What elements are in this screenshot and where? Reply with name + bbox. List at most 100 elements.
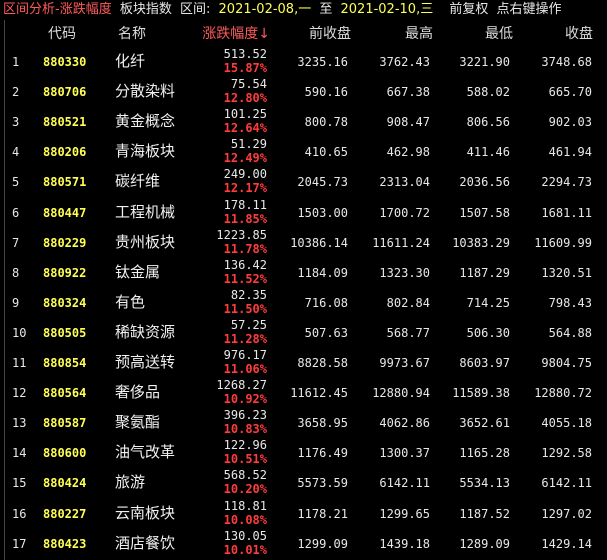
name: 化纤 <box>115 52 146 71</box>
high: 1300.37 <box>379 446 430 461</box>
code[interactable]: 880706 <box>43 85 87 100</box>
row-index: 1 <box>12 55 20 70</box>
left-border <box>4 20 5 560</box>
column-header[interactable]: 名称 <box>118 26 146 42</box>
row-index: 17 <box>12 536 27 551</box>
high: 568.77 <box>386 325 430 340</box>
change: 396.23 <box>223 408 267 423</box>
change: 57.25 <box>230 317 267 332</box>
row-index: 14 <box>12 446 27 461</box>
prev-close: 2045.73 <box>297 175 348 190</box>
code[interactable]: 880423 <box>43 536 87 551</box>
row-index: 9 <box>12 295 20 310</box>
low: 10383.29 <box>452 235 510 250</box>
low: 1187.29 <box>459 265 510 280</box>
close: 564.88 <box>548 325 592 340</box>
code[interactable]: 880330 <box>43 55 87 70</box>
column-header[interactable]: 最高 <box>405 26 433 42</box>
code[interactable]: 880229 <box>43 235 87 250</box>
low: 714.25 <box>466 295 510 310</box>
low: 806.56 <box>466 115 510 130</box>
close: 1681.11 <box>541 205 592 220</box>
close: 1320.51 <box>541 265 592 280</box>
change-pct: 11.50% <box>223 301 267 316</box>
code[interactable]: 880424 <box>43 476 87 491</box>
column-header[interactable]: 最低 <box>485 26 513 42</box>
close: 9804.75 <box>541 356 592 371</box>
code[interactable]: 880521 <box>43 115 87 130</box>
low: 3221.90 <box>459 55 510 70</box>
to: 至 <box>319 2 333 17</box>
code[interactable]: 880324 <box>43 295 87 310</box>
code[interactable]: 880206 <box>43 145 87 160</box>
code[interactable]: 880600 <box>43 446 87 461</box>
high: 3762.43 <box>379 55 430 70</box>
column-header[interactable]: 涨跌幅度↓ <box>202 26 270 42</box>
change: 178.11 <box>223 197 267 212</box>
change-pct: 10.83% <box>223 422 267 437</box>
name: 奢侈品 <box>115 383 161 402</box>
row-index: 7 <box>12 235 20 250</box>
code[interactable]: 880922 <box>43 265 87 280</box>
change-pct: 10.08% <box>223 512 267 527</box>
row-index: 10 <box>12 325 27 340</box>
name: 黄金概念 <box>115 112 176 131</box>
change: 1223.85 <box>216 227 267 242</box>
low: 588.02 <box>466 85 510 100</box>
name: 聚氨酯 <box>115 413 161 432</box>
code[interactable]: 880564 <box>43 386 87 401</box>
high: 12880.94 <box>372 386 430 401</box>
high: 11611.24 <box>372 235 430 250</box>
code[interactable]: 880587 <box>43 416 87 431</box>
high: 9973.67 <box>379 356 430 371</box>
prev-close: 1184.09 <box>297 265 348 280</box>
name: 贵州板块 <box>115 232 176 251</box>
code[interactable]: 880505 <box>43 325 87 340</box>
change-pct: 12.49% <box>223 151 267 166</box>
row-index: 3 <box>12 115 20 130</box>
high: 4062.86 <box>379 416 430 431</box>
prev-close: 1176.49 <box>297 446 348 461</box>
row-index: 4 <box>12 145 20 160</box>
change-pct: 15.87% <box>223 61 267 75</box>
column-header[interactable]: 收盘 <box>565 26 593 42</box>
close: 4055.18 <box>541 416 592 431</box>
column-header[interactable]: 代码 <box>48 26 76 42</box>
change: 82.35 <box>230 287 267 302</box>
prev-close: 507.63 <box>304 325 348 340</box>
close: 665.70 <box>548 85 592 100</box>
change-pct: 11.85% <box>223 211 267 226</box>
name: 酒店餐饮 <box>115 533 176 552</box>
close: 6142.11 <box>541 476 592 491</box>
change: 51.29 <box>230 137 267 152</box>
code[interactable]: 880854 <box>43 356 87 371</box>
prev-close: 5573.59 <box>297 476 348 491</box>
code[interactable]: 880227 <box>43 506 87 521</box>
close: 12880.72 <box>534 386 592 401</box>
name: 云南板块 <box>115 503 176 522</box>
row-index: 13 <box>12 416 27 431</box>
code[interactable]: 880571 <box>43 175 87 190</box>
prev-close: 410.65 <box>304 145 348 160</box>
low: 506.30 <box>466 325 510 340</box>
low: 11589.38 <box>452 386 510 401</box>
change: 1268.27 <box>216 378 267 393</box>
change-pct: 12.64% <box>223 121 267 136</box>
code[interactable]: 880447 <box>43 205 87 220</box>
start-date[interactable]: 2021-02-08,一 <box>218 2 312 17</box>
column-header[interactable]: 前收盘 <box>309 26 351 42</box>
close: 11609.99 <box>534 235 592 250</box>
change: 136.42 <box>223 257 267 272</box>
high: 1323.30 <box>379 265 430 280</box>
high: 462.98 <box>386 145 430 160</box>
title-bar: 区间分析-涨跌幅度 板块指数 区间: 2021-02-08,一 至 2021-0… <box>0 0 607 20</box>
adjust[interactable]: 前复权 <box>449 2 489 17</box>
end-date[interactable]: 2021-02-10,三 <box>340 2 434 17</box>
high: 802.84 <box>386 295 430 310</box>
name: 旅游 <box>115 473 146 492</box>
low: 2036.56 <box>459 175 510 190</box>
change: 568.52 <box>223 468 267 483</box>
prev-close: 8828.58 <box>297 356 348 371</box>
name: 分散染料 <box>115 82 176 101</box>
